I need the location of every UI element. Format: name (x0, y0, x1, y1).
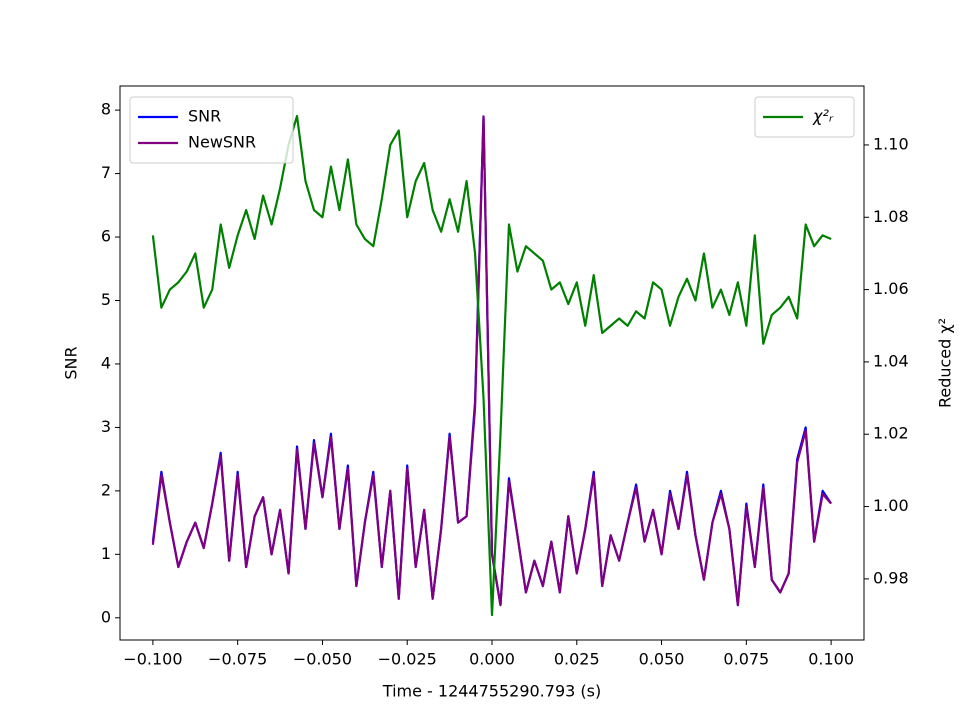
y-tick-label: 4 (101, 353, 111, 372)
line-series (151, 114, 832, 617)
y-tick-label: 5 (101, 290, 111, 309)
y-tick-label: 7 (101, 163, 111, 182)
legend-box (754, 96, 855, 138)
y2-tick-label: 1.06 (873, 279, 909, 298)
x-tick-label: −0.025 (378, 650, 437, 669)
y-tick-label: 2 (101, 480, 111, 499)
y2-axis-label: Reduced χ² (936, 318, 955, 408)
y2-tick-label: 1.08 (873, 207, 909, 226)
y-tick-label: 1 (101, 544, 111, 563)
x-tick-label: 0.000 (469, 650, 515, 669)
x-tick-label: −0.075 (208, 650, 267, 669)
y-axis-label: SNR (62, 346, 81, 379)
y2-tick-label: 1.02 (873, 424, 909, 443)
x-tick-label: 0.100 (808, 650, 854, 669)
x-tick-label: −0.050 (293, 650, 352, 669)
x-tick-label: 0.050 (639, 650, 685, 669)
line-series (151, 115, 832, 607)
legend-label: NewSNR (188, 133, 256, 152)
y-tick-label: 3 (101, 417, 111, 436)
y2-tick-label: 1.04 (873, 351, 909, 370)
x-tick-label: 0.025 (554, 650, 600, 669)
axes-frame (119, 85, 865, 641)
legend-label: SNR (188, 107, 221, 126)
x-tick-label: 0.075 (723, 650, 769, 669)
x-tick-label: −0.100 (123, 650, 182, 669)
y-tick-label: 8 (101, 100, 111, 119)
x-axis-label: Time - 1244755290.793 (s) (382, 682, 601, 701)
legend-box (129, 96, 294, 164)
legend-label: χ²ᵣ (812, 107, 834, 126)
y2-tick-label: 1.00 (873, 496, 909, 515)
y-tick-label: 0 (101, 607, 111, 626)
y2-tick-label: 0.98 (873, 568, 909, 587)
y-tick-label: 6 (101, 227, 111, 246)
y2-tick-label: 1.10 (873, 134, 909, 153)
